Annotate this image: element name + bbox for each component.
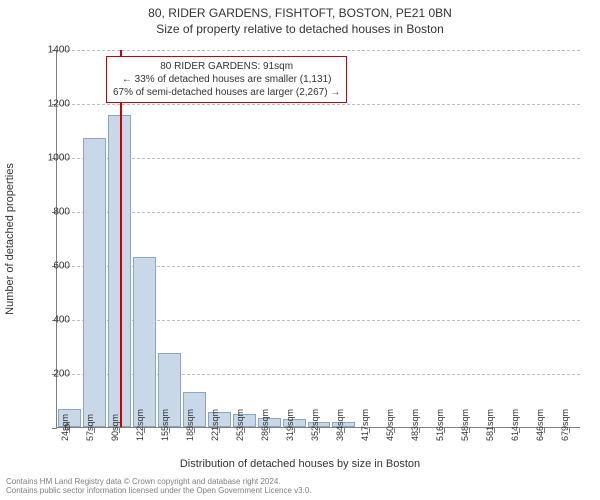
footer-attribution: Contains HM Land Registry data © Crown c…	[6, 477, 312, 496]
ytick-label: 400	[53, 315, 70, 326]
annotation-line3: 67% of semi-detached houses are larger (…	[113, 86, 340, 99]
annotation-box: 80 RIDER GARDENS: 91sqm ← 33% of detache…	[106, 56, 347, 103]
y-axis-label: Number of detached properties	[4, 163, 16, 315]
ytick-label: 1400	[48, 45, 70, 56]
gridline	[57, 212, 580, 213]
chart-subtitle: Size of property relative to detached ho…	[0, 20, 600, 36]
ytick-label: 1000	[48, 153, 70, 164]
ytick-label: 200	[53, 369, 70, 380]
ytick-label: 1200	[48, 99, 70, 110]
property-marker-line	[120, 50, 122, 427]
annotation-line1: 80 RIDER GARDENS: 91sqm	[113, 60, 340, 73]
ytick-mark	[52, 428, 57, 429]
footer-line1: Contains HM Land Registry data © Crown c…	[6, 477, 312, 487]
chart-plot-area	[56, 50, 580, 428]
x-axis-label: Distribution of detached houses by size …	[0, 458, 600, 470]
annotation-line2: ← 33% of detached houses are smaller (1,…	[113, 73, 340, 86]
histogram-bar	[83, 138, 106, 427]
ytick-label: 800	[53, 207, 70, 218]
gridline	[57, 158, 580, 159]
footer-line2: Contains public sector information licen…	[6, 486, 312, 496]
ytick-label: 600	[53, 261, 70, 272]
gridline	[57, 50, 580, 51]
chart-title: 80, RIDER GARDENS, FISHTOFT, BOSTON, PE2…	[0, 0, 600, 20]
histogram-bar	[133, 257, 156, 427]
gridline	[57, 104, 580, 105]
